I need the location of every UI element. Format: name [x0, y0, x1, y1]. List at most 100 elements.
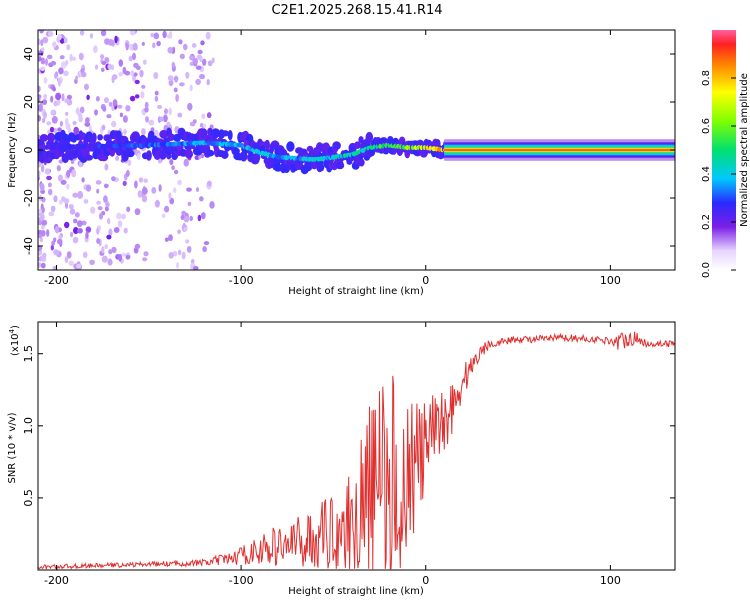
- spectrogram-speckle: [199, 196, 204, 202]
- spectrogram-speckle: [156, 40, 161, 47]
- spectrogram-speckle: [68, 260, 74, 266]
- spectrogram-speckle: [103, 97, 109, 104]
- colorbar-ticks: 0.0 0.2 0.4 0.6 0.8: [701, 70, 736, 278]
- spectrogram-speckle: [197, 214, 202, 222]
- spectrogram-speckle: [145, 116, 149, 123]
- spectrogram-speckle: [71, 169, 77, 178]
- snr-line: [38, 331, 675, 570]
- spectrogram-speckle: [177, 229, 181, 235]
- colorbar: 0.0 0.2 0.4 0.6 0.8 Normalized spectral ampl…: [701, 30, 750, 278]
- spectrogram-speckle: [38, 95, 41, 103]
- spectrogram-speckle: [178, 39, 183, 45]
- spectrogram-x-tick-label: -100: [229, 274, 254, 287]
- snr-multiplier-exp: 4: [8, 328, 16, 333]
- spectrogram-speckle: [54, 73, 58, 79]
- spectrogram-speckle: [151, 187, 157, 194]
- spectrogram-speckle: [38, 104, 43, 112]
- spectrogram-speckle: [206, 79, 210, 86]
- spectrogram-speckle: [153, 72, 159, 80]
- spectrogram-speckle: [96, 227, 100, 235]
- spectrogram-speckle: [139, 69, 144, 78]
- spectrogram-speckle: [38, 38, 41, 45]
- colorbar-label: Normalized spectral amplitude: [739, 73, 750, 227]
- spectrogram-speckle: [50, 95, 54, 103]
- spectrogram-speckle: [77, 220, 83, 228]
- spectrogram-speckle: [63, 37, 68, 44]
- spectrogram-speckle: [129, 30, 136, 36]
- snr-x-ticks: -200 -100 0 100: [44, 322, 621, 587]
- spectrogram-speckle: [72, 192, 79, 198]
- spectrogram-ridge-halo: [221, 150, 229, 159]
- spectrogram-speckle: [154, 90, 159, 96]
- snr-x-tick-label: -100: [229, 574, 254, 587]
- spectrogram-speckle: [122, 115, 128, 123]
- spectrogram-speckle: [138, 177, 144, 183]
- snr-y-tick-label: 1.0: [22, 417, 35, 435]
- spectrogram-ridge-halo: [358, 136, 364, 144]
- spectrogram-speckle: [104, 205, 109, 212]
- colorbar-tick-label: 0.0: [701, 262, 712, 278]
- spectrogram-speckle: [58, 199, 63, 205]
- spectrogram-y-ticks: -40 -20 0 20 40: [22, 47, 675, 255]
- spectrogram-speckle: [81, 71, 87, 78]
- spectrogram-speckle: [41, 206, 45, 214]
- spectrogram-speckle: [41, 220, 47, 226]
- spectrogram-ridge-halo: [279, 149, 288, 156]
- spectrogram-speckle: [134, 79, 140, 85]
- spectrogram-speckle: [84, 83, 89, 91]
- spectrogram-speckle: [84, 121, 91, 127]
- colorbar-gradient: [712, 30, 736, 270]
- spectrogram-speckle: [134, 243, 141, 249]
- spectrogram-speckle: [187, 102, 193, 111]
- spectrogram-speckle: [154, 95, 159, 102]
- spectrogram-speckle: [200, 212, 206, 220]
- spectrogram-speckle: [52, 87, 56, 92]
- spectrogram-speckle: [185, 239, 190, 244]
- snr-x-tick-label: -200: [44, 574, 69, 587]
- spectrogram-speckle: [111, 120, 117, 128]
- spectrogram-speckle: [57, 174, 63, 182]
- spectrogram-speckle: [43, 77, 48, 84]
- spectrogram-speckle: [65, 111, 69, 116]
- spectrogram-ridge-halo: [109, 149, 115, 157]
- spectrogram-speckle: [122, 66, 127, 75]
- spectrogram-y-label: Frequency (Hz): [7, 112, 18, 188]
- spectrogram-speckle: [176, 262, 180, 269]
- spectrogram-speckle: [174, 75, 179, 83]
- spectrogram-ridge-halo: [167, 133, 176, 141]
- snr-y-tick-label: 1.5: [22, 345, 35, 363]
- spectrogram-speckle: [66, 169, 71, 178]
- spectrogram-speckle: [101, 124, 106, 131]
- spectrogram-speckle: [130, 70, 135, 77]
- spectrogram-speckle: [40, 225, 45, 230]
- spectrogram-speckle: [180, 214, 185, 220]
- spectrogram-speckle: [39, 183, 45, 192]
- spectrogram-x-tick-label: -200: [44, 274, 69, 287]
- spectrogram-speckle: [140, 91, 145, 99]
- snr-panel: -200 -100 0 100 0.5 1.0 1.5 Height of straigh…: [7, 321, 676, 597]
- spectrogram-speckle: [206, 112, 212, 119]
- spectrogram-speckle: [142, 59, 147, 65]
- spectrogram-speckle: [183, 215, 190, 223]
- colorbar-tick-label: 0.2: [701, 214, 712, 230]
- spectrogram-speckle: [58, 67, 64, 75]
- spectrogram-speckle: [171, 61, 175, 68]
- spectrogram-speckle: [86, 94, 90, 101]
- spectrogram-speckle: [197, 49, 203, 55]
- spectrogram-speckle: [79, 30, 85, 36]
- spectrogram-speckle: [68, 204, 74, 210]
- spectrogram-speckle: [185, 71, 190, 79]
- spectrogram-speckle: [164, 237, 169, 242]
- spectrogram-speckle: [41, 47, 45, 52]
- spectrogram-speckle: [38, 245, 43, 251]
- spectrogram-speckle: [168, 234, 173, 242]
- spectrogram-speckle: [47, 30, 54, 37]
- spectrogram-speckle: [53, 195, 58, 203]
- spectrogram-speckle: [56, 98, 61, 106]
- spectrogram-ridge-halo: [39, 134, 49, 142]
- spectrogram-ridge-halo: [354, 141, 361, 149]
- spectrogram-speckle: [38, 211, 43, 218]
- snr-marks: [38, 331, 675, 570]
- spectrogram-speckle: [107, 39, 114, 46]
